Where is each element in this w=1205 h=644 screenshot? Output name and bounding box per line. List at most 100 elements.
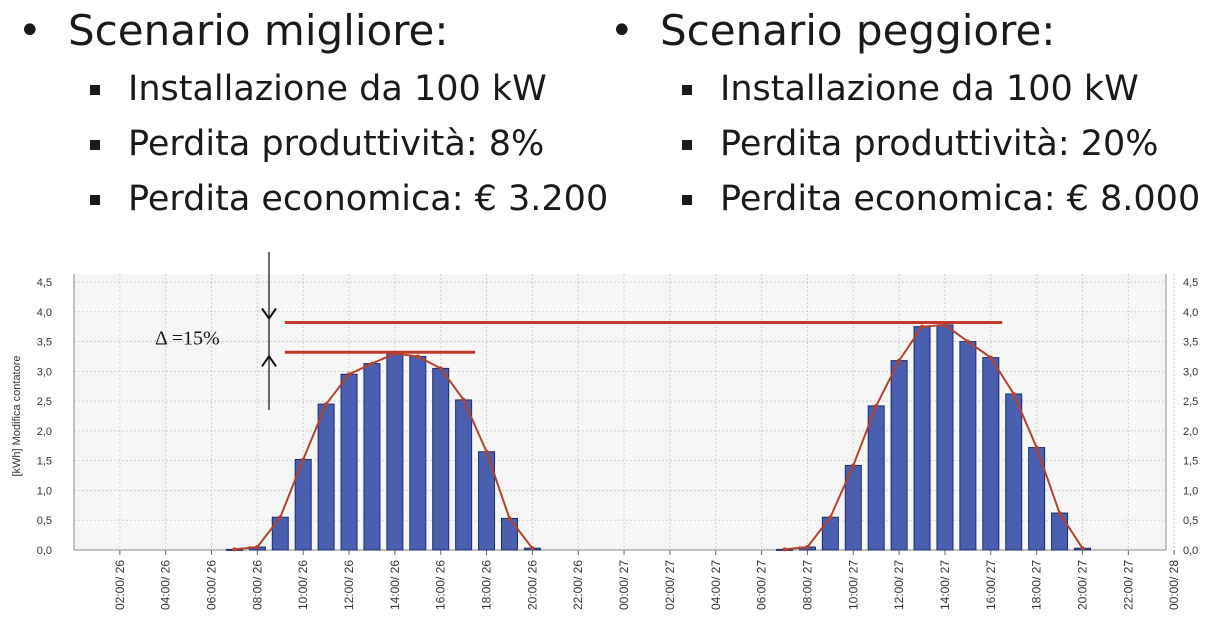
series-point (1080, 546, 1085, 551)
x-tick-label: 14:00/ 27 (938, 560, 952, 610)
square-bullet-icon (682, 85, 692, 95)
series-point (461, 397, 466, 402)
x-tick-label: 08:00/ 27 (800, 560, 814, 610)
scenario-worst-title: Scenario peggiore: (660, 6, 1056, 55)
x-tick-label: 06:00/ 26 (205, 560, 219, 610)
bar (1005, 393, 1023, 551)
series-point (232, 547, 237, 552)
bullet-icon: • (610, 8, 634, 54)
x-tick-label: 02:00/ 26 (113, 560, 127, 610)
y-tick-label-left: 3,5 (37, 337, 52, 349)
arrow-down-icon (261, 307, 277, 321)
series-point (507, 516, 512, 521)
series-point (828, 515, 833, 520)
series-point (1034, 445, 1039, 450)
bar (1051, 512, 1069, 551)
y-tick-label-left: 4,5 (37, 277, 52, 289)
y-tick-label-right: 2,5 (1183, 396, 1198, 408)
x-tick-label: 16:00/ 27 (984, 560, 998, 610)
series-point (278, 515, 283, 520)
bar (363, 363, 381, 551)
bar (340, 373, 358, 551)
x-tick-label: 12:00/ 26 (342, 560, 356, 610)
y-tick-label-left: 1,5 (37, 456, 52, 468)
series-point (484, 449, 489, 454)
series-point (874, 403, 879, 408)
square-bullet-icon (90, 140, 100, 150)
y-tick-label-left: 2,5 (37, 396, 52, 408)
series-point (1011, 391, 1016, 396)
scenario-best-productivity-loss: Perdita produttività: 8% (128, 124, 545, 164)
square-bullet-icon (90, 195, 100, 205)
bar (867, 405, 885, 551)
y-tick-label-left: 0,5 (37, 515, 52, 527)
y-tick-label-right: 3,5 (1183, 337, 1198, 349)
bar (455, 399, 473, 551)
bar (409, 355, 427, 551)
series-point (920, 324, 925, 329)
series-point (415, 354, 420, 359)
y-tick-label-left: 3,0 (37, 366, 52, 378)
series-line (234, 352, 534, 551)
x-tick-label: 10:00/ 27 (846, 560, 860, 610)
x-tick-label: 16:00/ 26 (434, 560, 448, 610)
bar (913, 326, 931, 551)
x-tick-label: 18:00/ 27 (1030, 560, 1044, 610)
square-bullet-icon (682, 140, 692, 150)
delta-annotation: Δ =15% (155, 327, 220, 349)
series-point (1057, 511, 1062, 516)
bar (271, 516, 289, 551)
scenario-best-economic-loss: Perdita economica: € 3.200 (128, 179, 609, 219)
series-point (255, 545, 260, 550)
series-point (897, 358, 902, 363)
series-point (782, 547, 787, 552)
series-point (301, 457, 306, 462)
series-point (347, 372, 352, 377)
bar (432, 367, 450, 551)
x-tick-label: 22:00/ 27 (1121, 560, 1135, 610)
bar (821, 516, 839, 551)
series-point (805, 545, 810, 550)
series-point (369, 361, 374, 366)
x-tick-label: 06:00/ 27 (755, 560, 769, 610)
x-tick-label: 10:00/ 26 (296, 560, 310, 610)
bar (500, 517, 518, 551)
y-tick-label-right: 4,0 (1183, 307, 1198, 319)
x-tick-label: 12:00/ 27 (892, 560, 906, 610)
y-tick-label-right: 0,0 (1183, 545, 1198, 557)
scenario-worst-economic-loss: Perdita economica: € 8.000 (720, 179, 1201, 219)
x-tick-label: 02:00/ 27 (663, 560, 677, 610)
bar (936, 324, 954, 551)
x-tick-label: 20:00/ 26 (525, 560, 539, 610)
series-point (438, 366, 443, 371)
series-line (784, 323, 1084, 551)
y-tick-label-left: 1,0 (37, 485, 52, 497)
x-tick-label: 04:00/ 26 (159, 560, 173, 610)
energy-bar-chart: 0,0 0,0 0,5 0,5 1,0 1,0 1,5 1,5 2,0 2,0 2,5 2,5 3,0 3… (0, 248, 1205, 644)
series-point (324, 402, 329, 407)
x-tick-label: 20:00/ 27 (1075, 560, 1089, 610)
bar (386, 352, 404, 551)
scenario-worst-installation: Installazione da 100 kW (720, 69, 1139, 109)
x-tick-label: 00:00/ 27 (617, 560, 631, 610)
y-tick-label-left: 2,0 (37, 426, 52, 438)
bar (890, 360, 908, 551)
plot-area (74, 274, 1166, 550)
y-tick-label-right: 0,5 (1183, 515, 1198, 527)
y-tick-label-right: 1,5 (1183, 456, 1198, 468)
series-point (851, 463, 856, 468)
bullet-icon: • (18, 8, 42, 54)
x-tick-label: 22:00/ 26 (571, 560, 585, 610)
x-tick-label: 00:00/ 28 (1167, 560, 1181, 610)
bar (959, 341, 977, 551)
x-tick-label: 14:00/ 26 (388, 560, 402, 610)
square-bullet-icon (682, 195, 692, 205)
bar (982, 357, 1000, 551)
y-tick-label-right: 1,0 (1183, 485, 1198, 497)
bar (317, 403, 335, 551)
y-tick-label-right: 4,5 (1183, 277, 1198, 289)
scenario-worst-productivity-loss: Perdita produttività: 20% (720, 124, 1159, 164)
x-tick-label: 08:00/ 26 (250, 560, 264, 610)
series-point (988, 355, 993, 360)
arrow-up-icon (261, 354, 277, 367)
